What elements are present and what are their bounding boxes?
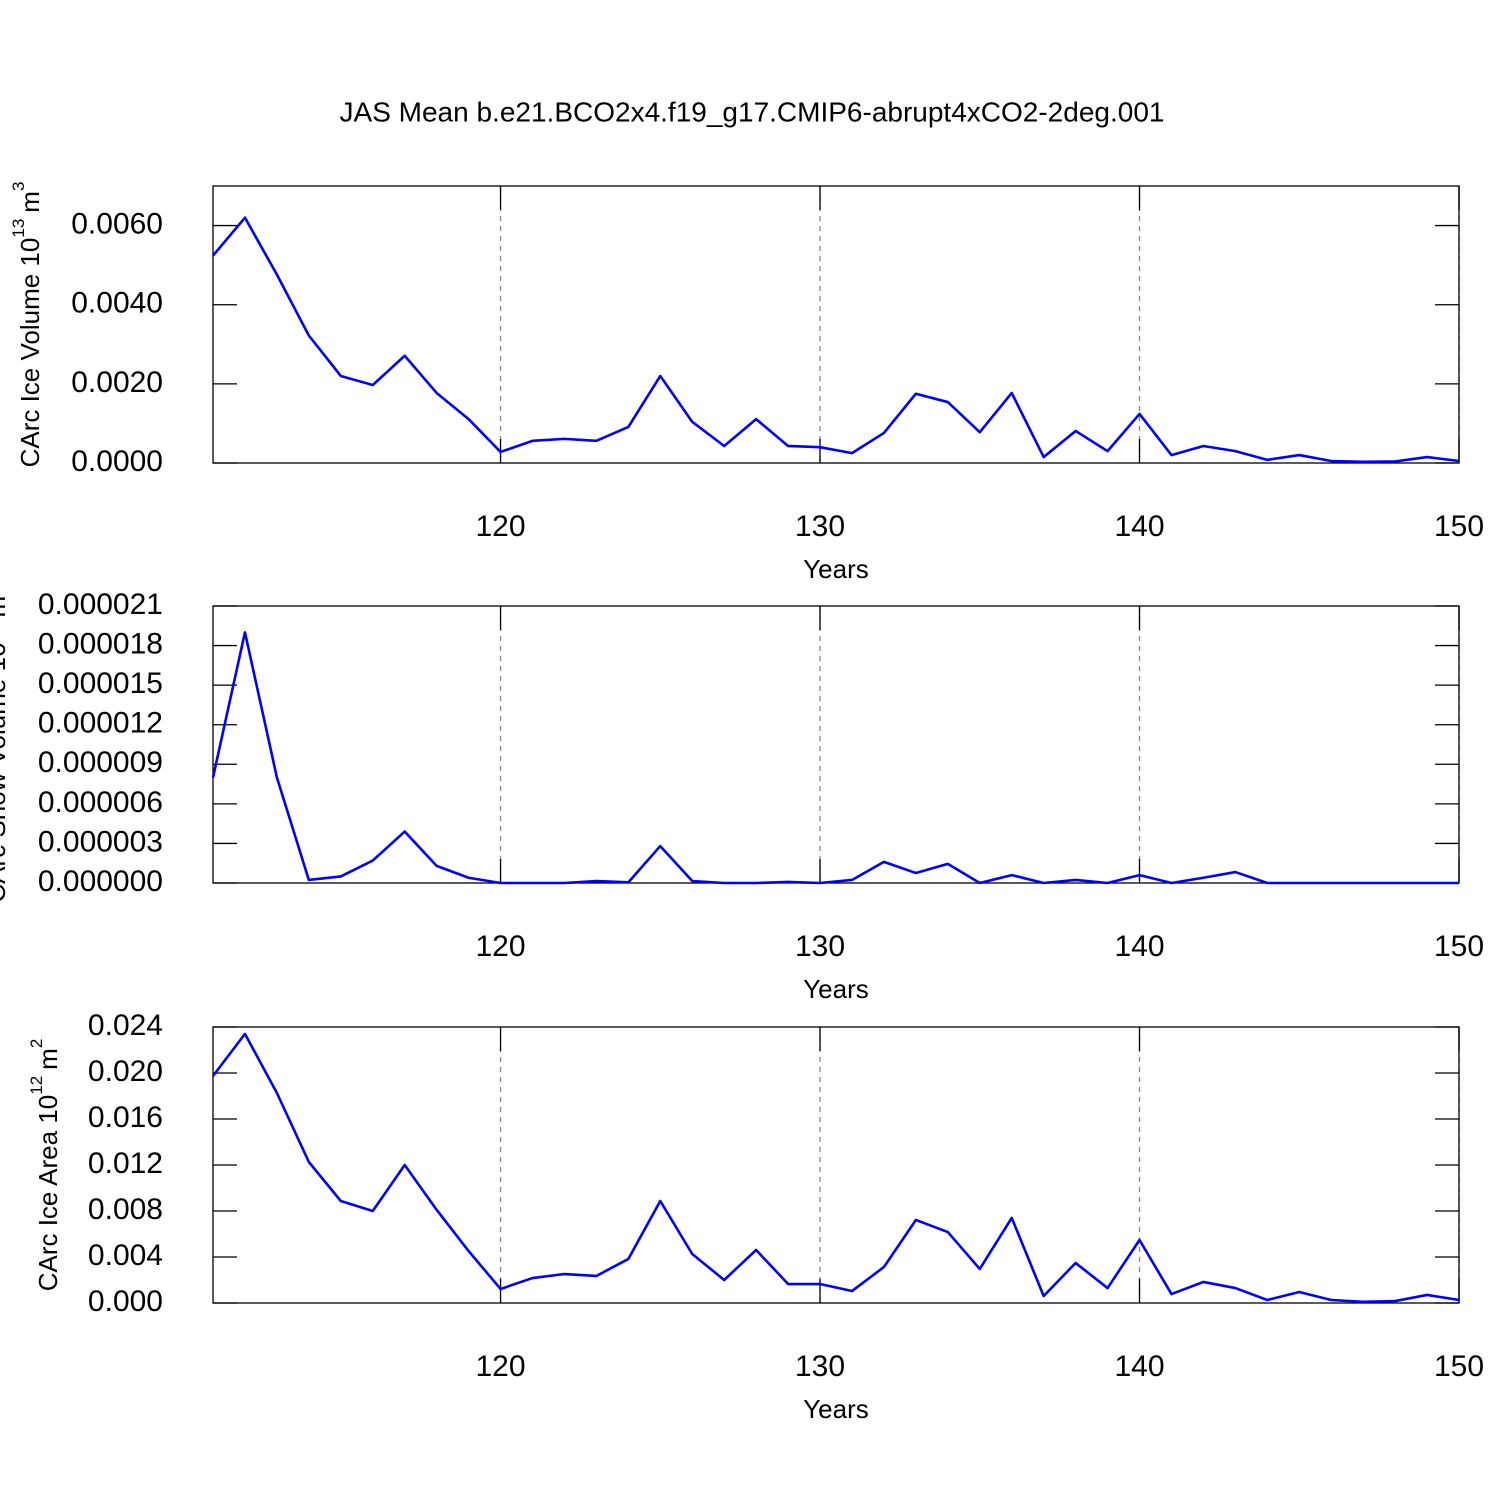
x-tick-label: 130 — [795, 930, 845, 963]
y-tick-label: 0.016 — [88, 1101, 163, 1134]
y-tick-label: 0.004 — [88, 1239, 163, 1272]
y-axis-title-text: CArc Ice Area 10 — [33, 1095, 63, 1292]
x-axis-title: Years — [803, 1394, 869, 1424]
y-tick-label: 0.000000 — [38, 865, 163, 898]
x-tick-label: 130 — [795, 510, 845, 543]
y-axis-title-text: CArc Snow Volume 10 — [0, 642, 11, 902]
y-tick-label: 0.0060 — [71, 207, 163, 240]
plot-frame — [212, 185, 1460, 464]
y-axis-title-exp: 12 — [27, 1076, 46, 1095]
y-tick-label: 0.000015 — [38, 667, 163, 700]
data-line — [211, 631, 1459, 885]
y-tick-label: 0.000006 — [38, 786, 163, 819]
x-axis-title: Years — [803, 974, 869, 1004]
x-tick-label: 150 — [1434, 930, 1484, 963]
y-axis-title: CArc Ice Area 1012 m2 — [27, 1039, 62, 1292]
y-axis-title: CArc Ice Volume 1013 m3 — [9, 182, 44, 468]
x-tick-label: 140 — [1114, 930, 1164, 963]
x-tick-label: 120 — [476, 930, 526, 963]
x-tick-label: 130 — [795, 1350, 845, 1383]
y-tick-label: 0.024 — [88, 1009, 163, 1042]
y-tick-label: 0.000021 — [38, 588, 163, 621]
y-axis-title-unit-exp: 2 — [27, 1039, 46, 1048]
x-tick-label: 120 — [476, 1350, 526, 1383]
y-tick-label: 0.000018 — [38, 627, 163, 660]
x-tick-label: 140 — [1114, 1350, 1164, 1383]
y-axis-title-unit: m — [15, 191, 45, 213]
x-tick-label: 120 — [476, 510, 526, 543]
y-tick-label: 0.000 — [88, 1285, 163, 1318]
x-tick-label: 150 — [1434, 1350, 1484, 1383]
y-axis-title-text: CArc Ice Volume 10 — [15, 238, 45, 468]
y-axis-title-unit: m — [0, 596, 11, 618]
y-tick-label: 0.0020 — [71, 366, 163, 399]
y-tick-label: 0.0040 — [71, 287, 163, 320]
x-axis-title: Years — [803, 554, 869, 584]
y-axis-title: CArc Snow Volume 1013m3 — [0, 586, 11, 902]
y-tick-label: 0.012 — [88, 1147, 163, 1180]
data-line — [212, 216, 1460, 464]
plot-frame — [212, 605, 1460, 884]
y-tick-label: 0.000003 — [38, 825, 163, 858]
chart-title: JAS Mean b.e21.BCO2x4.f19_g17.CMIP6-abru… — [340, 96, 1165, 127]
y-axis-title-exp: 13 — [9, 219, 28, 238]
y-axis-title-unit: m — [33, 1048, 63, 1070]
y-tick-label: 0.008 — [88, 1193, 163, 1226]
y-tick-label: 0.0000 — [71, 445, 163, 478]
y-axis-title-unit-exp: 3 — [9, 182, 28, 191]
plot-frame — [212, 1026, 1460, 1304]
data-line — [211, 1032, 1460, 1304]
y-tick-label: 0.000012 — [38, 707, 163, 740]
x-tick-label: 140 — [1114, 510, 1164, 543]
x-tick-label: 150 — [1434, 510, 1484, 543]
y-tick-label: 0.020 — [88, 1055, 163, 1088]
y-tick-label: 0.000009 — [38, 746, 163, 779]
